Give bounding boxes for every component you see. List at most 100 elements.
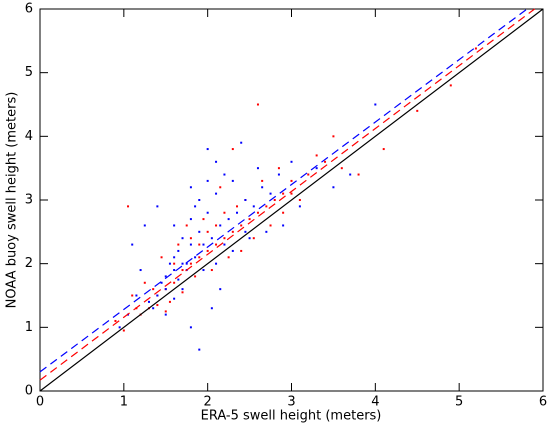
- scatter-point: [156, 294, 159, 297]
- scatter-point: [131, 243, 134, 246]
- scatter-point: [173, 224, 176, 227]
- scatter-point: [177, 249, 180, 252]
- x-tick-label: 6: [539, 395, 547, 410]
- scatter-point: [139, 269, 142, 272]
- scatter-point: [240, 249, 243, 252]
- scatter-point: [219, 224, 222, 227]
- scatter-point: [206, 230, 209, 233]
- scatter-point: [248, 237, 251, 240]
- scatter-point: [315, 154, 318, 157]
- scatter-point: [416, 109, 419, 112]
- scatter-point: [160, 281, 163, 284]
- scatter-point: [173, 262, 176, 265]
- scatter-point: [324, 160, 327, 163]
- scatter-point: [269, 224, 272, 227]
- scatter-point: [114, 319, 117, 322]
- scatter-point: [290, 160, 293, 163]
- scatter-point: [164, 275, 167, 278]
- scatter-point: [215, 262, 218, 265]
- scatter-point: [290, 179, 293, 182]
- y-tick-label: 6: [25, 2, 33, 17]
- x-axis-label: ERA-5 swell height (meters): [201, 409, 382, 424]
- scatter-point: [244, 199, 247, 201]
- scatter-point: [181, 291, 184, 294]
- scatter-point: [185, 262, 188, 265]
- scatter-point: [202, 243, 205, 246]
- scatter-point: [240, 224, 243, 227]
- scatter-point: [215, 160, 218, 163]
- scatter-point: [449, 84, 452, 87]
- scatter-point: [156, 205, 159, 208]
- scatter-point: [164, 288, 167, 291]
- x-tick-label: 3: [287, 395, 295, 410]
- scatter-point: [198, 230, 201, 233]
- scatter-point: [156, 304, 159, 307]
- scatter-point: [206, 179, 209, 182]
- scatter-point: [269, 192, 272, 195]
- scatter-point: [202, 218, 205, 221]
- scatter-point: [215, 224, 218, 227]
- scatter-point: [194, 275, 197, 278]
- y-tick-label: 3: [25, 193, 33, 208]
- scatter-point: [198, 348, 201, 351]
- scatter-point: [298, 199, 301, 201]
- scatter-point: [282, 211, 285, 214]
- fit-line: [39, 8, 535, 381]
- y-axis-label: NOAA buoy swell height (meters): [5, 92, 20, 309]
- scatter-point: [223, 237, 226, 240]
- x-tick-label: 2: [204, 395, 212, 410]
- scatter-point: [143, 281, 146, 284]
- scatter-point: [277, 167, 280, 170]
- scatter-point: [307, 173, 310, 176]
- scatter-point: [261, 186, 264, 189]
- scatter-point: [219, 288, 222, 291]
- scatter-point: [219, 186, 222, 189]
- y-tick-label: 1: [25, 320, 33, 335]
- scatter-point: [215, 243, 218, 246]
- scatter-point: [194, 205, 197, 208]
- scatter-point: [118, 326, 121, 329]
- scatter-point: [206, 249, 209, 252]
- scatter-point: [332, 135, 335, 138]
- scatter-point: [173, 281, 176, 284]
- scatter-point: [152, 307, 155, 310]
- scatter-point: [227, 256, 230, 259]
- fit-line: [39, 8, 544, 392]
- scatter-point: [202, 269, 205, 272]
- scatter-point: [181, 262, 184, 265]
- scatter-point: [215, 192, 218, 195]
- scatter-point: [374, 103, 377, 106]
- scatter-point: [122, 329, 125, 332]
- scatter-point: [265, 230, 268, 233]
- scatter-point: [177, 278, 180, 281]
- scatter-point: [256, 103, 259, 106]
- scatter-point: [198, 199, 201, 201]
- scatter-point: [223, 211, 226, 214]
- scatter-point: [332, 186, 335, 189]
- scatter-point: [189, 326, 192, 329]
- scatter-point: [231, 179, 234, 182]
- scatter-point: [210, 269, 213, 272]
- scatter-point: [349, 173, 352, 176]
- y-tick-label: 2: [25, 256, 33, 271]
- scatter-point: [240, 141, 243, 144]
- scatter-point: [265, 205, 268, 208]
- scatter-point: [135, 294, 138, 297]
- x-tick-label: 4: [371, 395, 379, 410]
- scatter-point: [164, 313, 167, 316]
- scatter-point: [357, 173, 360, 176]
- scatter-point: [173, 269, 176, 272]
- scatter-point: [160, 256, 163, 259]
- scatter-point: [256, 167, 259, 170]
- scatter-point: [181, 288, 184, 291]
- scatter-point: [131, 294, 134, 297]
- scatter-point: [173, 256, 176, 259]
- scatter-point: [127, 205, 130, 208]
- scatter-point: [185, 224, 188, 227]
- scatter-point: [231, 230, 234, 233]
- scatter-point: [152, 288, 155, 291]
- scatter-point: [290, 192, 293, 195]
- scatter-point: [210, 307, 213, 310]
- x-tick-label: 5: [455, 395, 463, 410]
